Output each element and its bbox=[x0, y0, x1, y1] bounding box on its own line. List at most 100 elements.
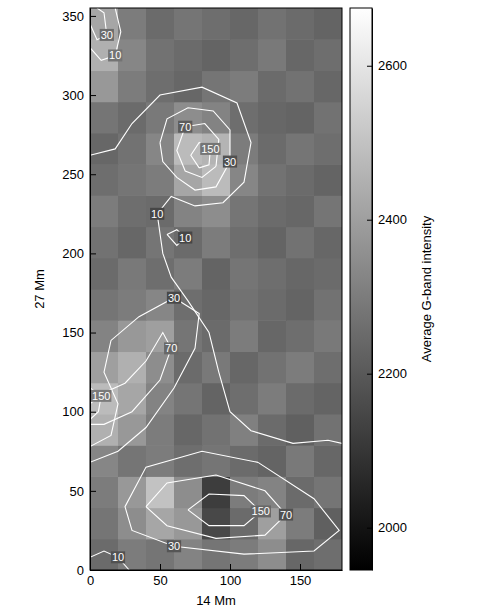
cell bbox=[202, 8, 231, 40]
cell bbox=[230, 445, 259, 477]
contour-label: 30 bbox=[168, 540, 180, 552]
cell bbox=[286, 539, 315, 570]
cell bbox=[90, 289, 119, 321]
cell bbox=[174, 70, 203, 102]
cell bbox=[286, 414, 315, 446]
cell bbox=[202, 476, 231, 508]
x-axis-title: 14 Mm bbox=[196, 593, 236, 608]
cell bbox=[258, 289, 287, 321]
cells bbox=[90, 8, 342, 570]
cell bbox=[286, 289, 315, 321]
cell bbox=[118, 195, 147, 227]
cell bbox=[314, 39, 342, 71]
axis: 2000220024002600 bbox=[367, 9, 407, 571]
tick-label: 200 bbox=[62, 246, 84, 261]
cell bbox=[230, 39, 259, 71]
cell bbox=[314, 102, 342, 134]
cell bbox=[146, 414, 175, 446]
cell bbox=[314, 227, 342, 259]
tick-label: 2400 bbox=[378, 212, 407, 227]
tick: 50 bbox=[70, 484, 96, 499]
cell bbox=[314, 258, 342, 290]
cell bbox=[202, 414, 231, 446]
cell bbox=[286, 133, 315, 165]
cell bbox=[286, 445, 315, 477]
label-patch bbox=[200, 143, 220, 155]
cell bbox=[230, 70, 259, 102]
cell bbox=[230, 351, 259, 383]
contour-label: 70 bbox=[165, 342, 177, 354]
cell bbox=[314, 289, 342, 321]
cell bbox=[174, 445, 203, 477]
cell bbox=[258, 320, 287, 352]
tick-label: 100 bbox=[62, 404, 84, 419]
contour-label: 10 bbox=[179, 232, 191, 244]
cell bbox=[90, 258, 119, 290]
contour-label: 30 bbox=[101, 29, 113, 41]
cell bbox=[314, 70, 342, 102]
contour-line bbox=[146, 475, 286, 538]
cell bbox=[90, 508, 119, 540]
colorbar-title: Average G-band intensity bbox=[419, 215, 434, 362]
cell bbox=[118, 258, 147, 290]
cell bbox=[90, 227, 119, 259]
cell bbox=[258, 383, 287, 415]
cell bbox=[314, 133, 342, 165]
cell bbox=[230, 195, 259, 227]
contour-line bbox=[125, 451, 339, 554]
contour-label: 150 bbox=[201, 143, 219, 155]
cell bbox=[90, 320, 119, 352]
contour-labels: 1010101030303030707070150150150 bbox=[91, 29, 293, 563]
cell bbox=[230, 102, 259, 134]
cell bbox=[230, 414, 259, 446]
tick-mark bbox=[230, 564, 231, 570]
tick-mark bbox=[367, 220, 372, 221]
contour-line bbox=[90, 551, 129, 570]
cell bbox=[314, 164, 342, 196]
contour-label: 150 bbox=[252, 505, 270, 517]
tick: 100 bbox=[220, 564, 242, 588]
cell bbox=[286, 383, 315, 415]
tick-mark bbox=[367, 374, 372, 375]
label-patch bbox=[91, 390, 111, 402]
cell bbox=[174, 8, 203, 40]
cell bbox=[258, 39, 287, 71]
cell bbox=[174, 258, 203, 290]
chart: 1010101030303030707070150150150050100150… bbox=[0, 0, 501, 613]
cell bbox=[146, 195, 175, 227]
cell bbox=[286, 70, 315, 102]
cell bbox=[258, 8, 287, 40]
cell bbox=[314, 508, 342, 540]
cell bbox=[146, 70, 175, 102]
cell bbox=[174, 383, 203, 415]
cell bbox=[258, 414, 287, 446]
cell bbox=[174, 508, 203, 540]
cell bbox=[258, 258, 287, 290]
cell bbox=[90, 195, 119, 227]
cell bbox=[118, 102, 147, 134]
label-patch bbox=[251, 505, 271, 517]
tick-mark bbox=[367, 66, 372, 67]
cell bbox=[286, 351, 315, 383]
contour-label: 10 bbox=[151, 208, 163, 220]
axis-line bbox=[372, 9, 373, 571]
tick-label: 350 bbox=[62, 9, 84, 24]
cell bbox=[230, 258, 259, 290]
cell bbox=[258, 539, 287, 570]
cell bbox=[146, 133, 175, 165]
axis-line bbox=[90, 9, 91, 571]
cell bbox=[286, 320, 315, 352]
label-patch bbox=[167, 292, 181, 304]
contours bbox=[90, 8, 342, 570]
tick-mark bbox=[90, 570, 96, 571]
tick-mark bbox=[90, 174, 96, 175]
cell bbox=[230, 320, 259, 352]
cell bbox=[258, 227, 287, 259]
cell bbox=[230, 227, 259, 259]
tick-mark bbox=[90, 253, 96, 254]
cell bbox=[286, 102, 315, 134]
tick: 100 bbox=[62, 404, 96, 419]
cell bbox=[202, 289, 231, 321]
cell bbox=[314, 383, 342, 415]
label-patch bbox=[108, 49, 122, 61]
